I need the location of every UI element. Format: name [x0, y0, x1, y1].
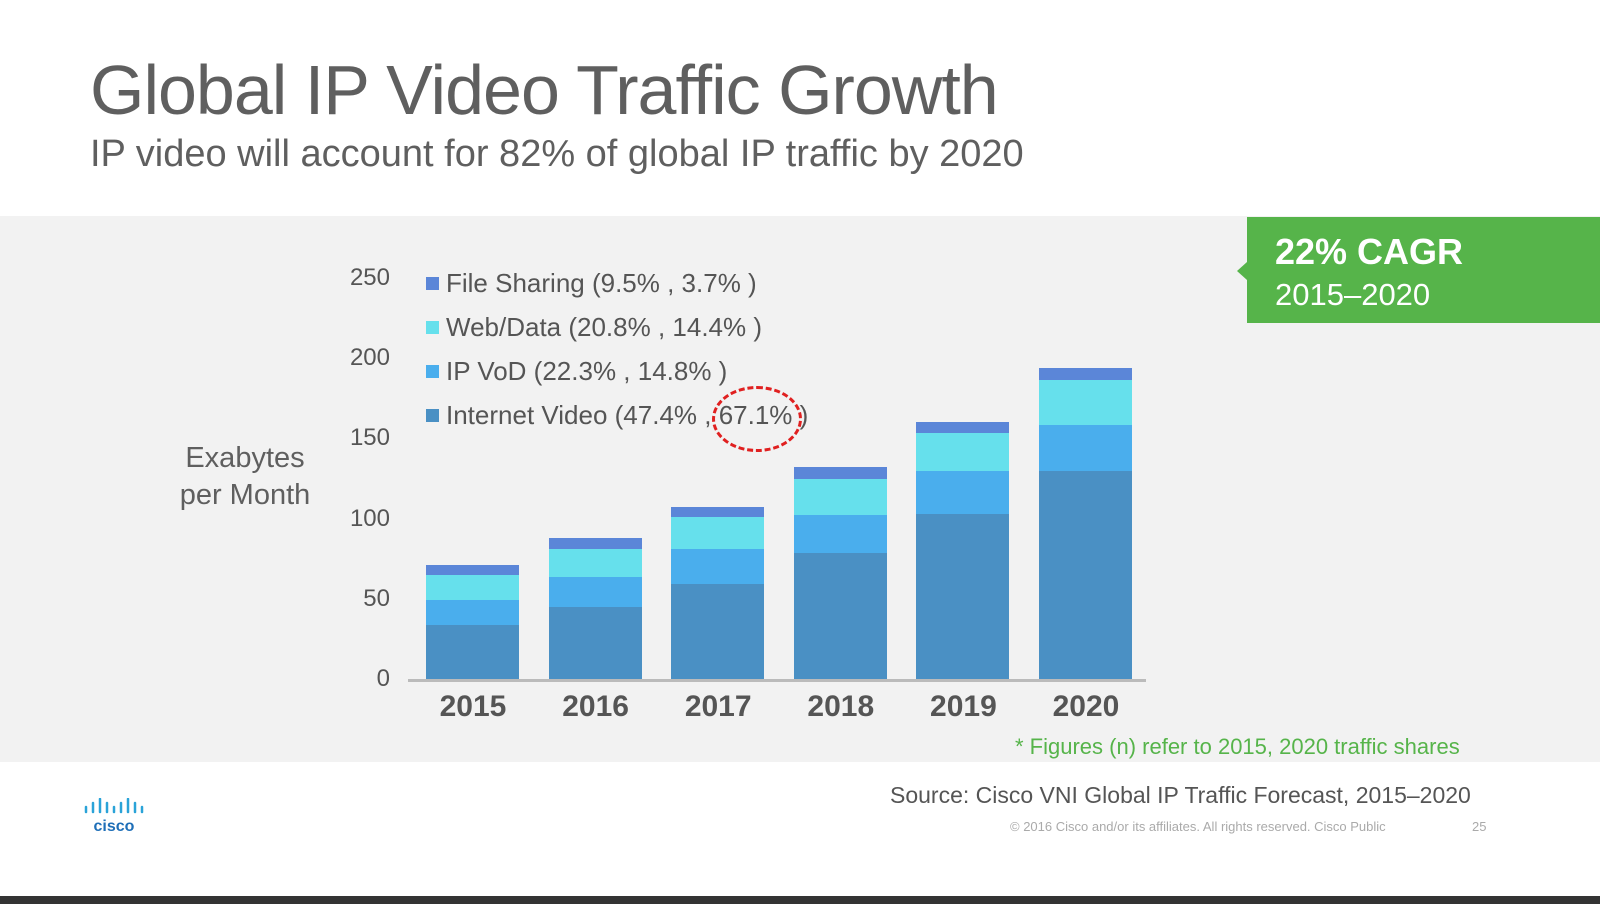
- cagr-period: 2015–2020: [1275, 277, 1431, 312]
- y-axis-label-line1: Exabytes: [185, 442, 305, 474]
- bar-segment: [793, 553, 887, 680]
- legend-label: File Sharing (9.5% , 3.7% ): [446, 268, 757, 298]
- x-tick-label: 2019: [930, 690, 997, 723]
- y-tick-label: 0: [376, 665, 390, 692]
- x-tick-label: 2017: [684, 690, 752, 723]
- legend-swatch: [426, 409, 439, 422]
- bar-segment: [1039, 470, 1132, 680]
- bar-segment: [916, 432, 1010, 471]
- y-tick-label: 150: [349, 424, 390, 452]
- slide-subtitle: IP video will account for 82% of global …: [90, 133, 1024, 175]
- bar-segment: [426, 599, 519, 626]
- slide-title: Global IP Video Traffic Growth: [90, 51, 999, 129]
- bar-segment: [548, 538, 642, 550]
- source-text: Source: Cisco VNI Global IP Traffic Fore…: [890, 782, 1471, 808]
- legend-label: Web/Data (20.8% , 14.4% ): [446, 312, 763, 342]
- bar-segment: [793, 478, 887, 515]
- bar-segment: [671, 517, 765, 550]
- legend-item: File Sharing (9.5% , 3.7% ): [426, 268, 757, 299]
- x-tick-label: 2015: [439, 690, 507, 723]
- bar-segment: [426, 565, 519, 575]
- bar-segment: [671, 583, 765, 680]
- bar-segment: [548, 577, 642, 608]
- bar-segment: [1039, 380, 1132, 425]
- bar-segment: [916, 470, 1010, 514]
- svg-text:cisco: cisco: [94, 818, 135, 835]
- bar-segment: [548, 607, 642, 680]
- bar-segment: [671, 549, 765, 584]
- bar-segment: [426, 574, 519, 600]
- bar-segment: [1039, 368, 1132, 381]
- y-tick-label: 100: [349, 504, 390, 532]
- cagr-headline: 22% CAGR: [1275, 231, 1464, 272]
- bar-segment: [426, 625, 519, 680]
- bar-segment: [793, 467, 887, 479]
- y-axis-label: Exabytes per Month: [160, 440, 330, 514]
- bar-segment: [916, 513, 1010, 680]
- x-tick-label: 2020: [1052, 690, 1120, 723]
- x-tick-label: 2018: [807, 690, 875, 723]
- footnote: * Figures (n) refer to 2015, 2020 traffi…: [1015, 734, 1460, 759]
- legend-item: IP VoD (22.3% , 14.8% ): [426, 356, 727, 387]
- legend-label: IP VoD (22.3% , 14.8% ): [446, 356, 728, 386]
- legend-item: Web/Data (20.8% , 14.4% ): [426, 312, 762, 343]
- x-axis-line: [408, 679, 1146, 682]
- bar-segment: [793, 514, 887, 554]
- highlight-circle: [712, 386, 802, 452]
- page-number: 25: [1472, 819, 1487, 834]
- x-tick-label: 2016: [562, 690, 629, 723]
- y-axis-label-line2: per Month: [179, 479, 311, 511]
- bottom-bar: [0, 896, 1600, 904]
- legend-swatch: [426, 365, 439, 378]
- y-tick-label: 200: [349, 344, 390, 372]
- cisco-logo: cisco: [84, 798, 144, 835]
- cagr-callout: 22% CAGR 2015–2020: [1237, 217, 1600, 323]
- legend-swatch: [426, 277, 439, 290]
- y-tick-label: 50: [363, 584, 390, 612]
- y-tick-label: 250: [349, 264, 390, 291]
- bar-segment: [548, 549, 642, 578]
- bar-segment: [671, 506, 765, 518]
- bar-segment: [916, 421, 1010, 433]
- legend-swatch: [426, 321, 439, 334]
- copyright-text: © 2016 Cisco and/or its affiliates. All …: [1010, 819, 1386, 834]
- bar-segment: [1039, 424, 1132, 471]
